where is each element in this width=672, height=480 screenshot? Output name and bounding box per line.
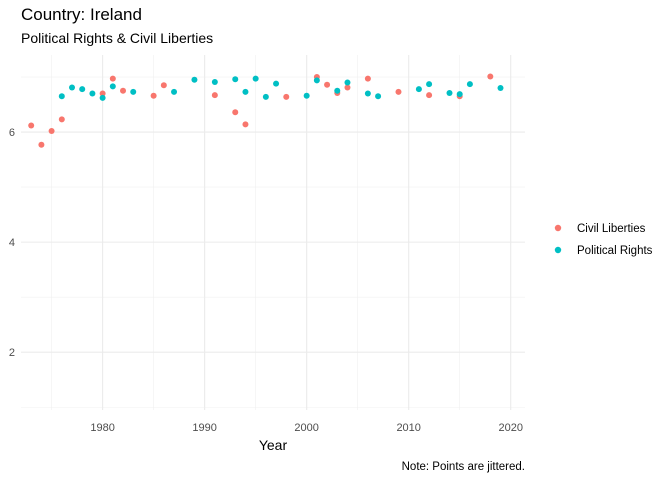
x-tick-label: 2020 bbox=[498, 422, 522, 434]
data-point bbox=[426, 92, 433, 99]
data-point bbox=[242, 88, 249, 95]
data-point bbox=[242, 121, 249, 128]
data-points bbox=[28, 73, 504, 148]
data-point bbox=[120, 87, 127, 94]
data-point bbox=[375, 93, 382, 100]
data-point bbox=[466, 81, 473, 88]
data-point bbox=[232, 109, 239, 116]
data-point bbox=[79, 86, 86, 93]
data-point bbox=[160, 82, 167, 89]
data-point bbox=[109, 83, 116, 90]
data-point bbox=[415, 86, 422, 93]
data-point bbox=[28, 122, 35, 129]
data-point bbox=[58, 93, 65, 100]
series-civil-liberties bbox=[28, 73, 494, 148]
legend-key bbox=[554, 246, 562, 254]
legend-key bbox=[554, 224, 562, 232]
data-point bbox=[395, 88, 402, 95]
data-point bbox=[130, 88, 137, 95]
chart-subtitle: Political Rights & Civil Liberties bbox=[21, 30, 213, 46]
data-point bbox=[252, 75, 259, 82]
data-point bbox=[99, 90, 106, 97]
data-point bbox=[109, 75, 116, 82]
data-point bbox=[48, 127, 55, 134]
data-point bbox=[313, 77, 320, 84]
data-point bbox=[364, 75, 371, 82]
data-point bbox=[487, 73, 494, 80]
data-point bbox=[334, 87, 341, 94]
x-tick-label: 1990 bbox=[192, 422, 216, 434]
y-tick-label: 4 bbox=[9, 237, 15, 249]
x-tick-label: 2010 bbox=[396, 422, 420, 434]
legend-label: Political Rights bbox=[577, 245, 653, 257]
data-point bbox=[232, 76, 239, 83]
data-point bbox=[211, 92, 218, 99]
data-point bbox=[69, 84, 76, 91]
data-point bbox=[89, 90, 96, 97]
chart-caption: Note: Points are jittered. bbox=[402, 461, 525, 473]
data-point bbox=[191, 76, 198, 83]
gridlines bbox=[21, 55, 525, 410]
x-axis-ticks: 1980 1990 2000 2010 2020 bbox=[90, 422, 523, 434]
chart-title: Country: Ireland bbox=[21, 5, 142, 24]
data-point bbox=[344, 84, 351, 91]
data-point bbox=[283, 93, 290, 100]
data-point bbox=[344, 79, 351, 86]
data-point bbox=[211, 78, 218, 85]
data-point bbox=[303, 92, 310, 99]
data-point bbox=[273, 80, 280, 87]
y-tick-label: 6 bbox=[9, 127, 15, 139]
x-axis-title: Year bbox=[259, 437, 288, 453]
data-point bbox=[497, 85, 504, 92]
data-point bbox=[58, 116, 65, 123]
series-political-rights bbox=[58, 75, 504, 101]
data-point bbox=[446, 89, 453, 96]
x-tick-label: 1980 bbox=[90, 422, 114, 434]
data-point bbox=[262, 93, 269, 100]
data-point bbox=[99, 94, 106, 101]
data-point bbox=[171, 88, 178, 95]
y-tick-label: 2 bbox=[9, 347, 15, 359]
data-point bbox=[426, 81, 433, 88]
data-point bbox=[38, 141, 45, 148]
legend: Civil Liberties Political Rights bbox=[554, 223, 653, 257]
x-tick-label: 2000 bbox=[294, 422, 318, 434]
data-point bbox=[324, 81, 331, 88]
y-axis-ticks: 2 4 6 bbox=[9, 127, 15, 359]
data-point bbox=[364, 90, 371, 97]
data-point bbox=[456, 91, 463, 98]
data-point bbox=[150, 92, 157, 99]
legend-label: Civil Liberties bbox=[577, 223, 646, 235]
